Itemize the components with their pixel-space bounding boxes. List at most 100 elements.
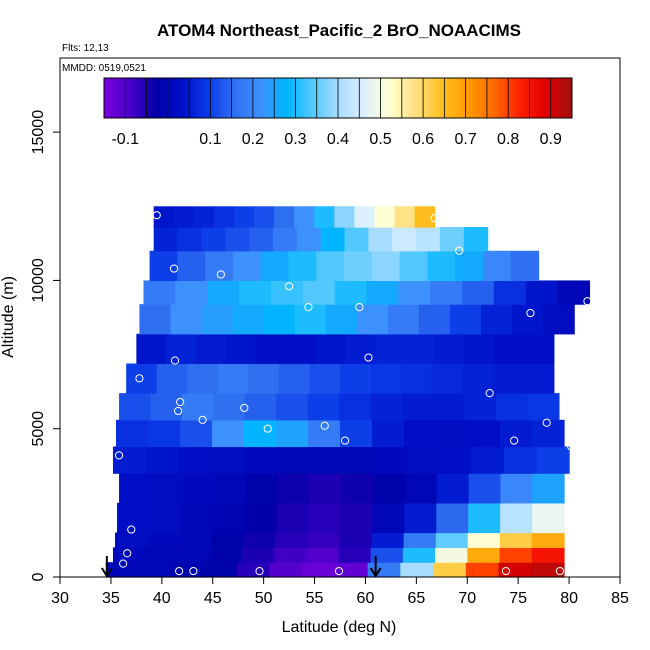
colorbar-segment bbox=[372, 78, 377, 118]
colorbar-segment bbox=[257, 78, 262, 118]
heatmap-cell bbox=[182, 473, 215, 504]
colorbar-segment bbox=[214, 78, 220, 118]
heatmap-cell bbox=[340, 419, 373, 448]
sample-point bbox=[174, 406, 183, 416]
heatmap-cell bbox=[468, 419, 501, 448]
heatmap-cell bbox=[278, 363, 311, 394]
heatmap-cell bbox=[270, 280, 304, 305]
colorbar-segment bbox=[184, 78, 190, 118]
sample-point bbox=[123, 549, 132, 558]
colorbar-segment bbox=[533, 78, 539, 118]
colorbar-segment bbox=[508, 78, 513, 118]
x-axis-label: Latitude (deg N) bbox=[282, 619, 397, 636]
colorbar-segment bbox=[112, 78, 118, 118]
sample-point bbox=[542, 418, 551, 427]
colorbar-segment bbox=[172, 78, 177, 118]
colorbar-segment bbox=[159, 78, 165, 118]
sample-point bbox=[127, 525, 136, 534]
colorbar-segment bbox=[265, 78, 271, 118]
colorbar-segment bbox=[342, 78, 347, 118]
colorbar-segment bbox=[465, 78, 471, 118]
heatmap-cell bbox=[532, 419, 565, 448]
heatmap-cell bbox=[536, 446, 570, 474]
heatmap-cell bbox=[392, 227, 417, 252]
colorbar-segment bbox=[129, 78, 135, 118]
heatmap-cell bbox=[244, 419, 277, 448]
dates-annotation: MMDD: 0519,0521 bbox=[62, 63, 146, 74]
colorbar-segment bbox=[520, 78, 526, 118]
colorbar-segment bbox=[482, 78, 488, 118]
heatmap-cell bbox=[263, 304, 296, 335]
heatmap-cell bbox=[308, 502, 342, 534]
heatmap-cell bbox=[525, 280, 559, 305]
colorbar-segment bbox=[227, 78, 233, 118]
heatmap-cell bbox=[254, 206, 275, 228]
heatmap-cell bbox=[405, 473, 438, 504]
heatmap-cell bbox=[403, 532, 437, 548]
heatmap-cell bbox=[181, 393, 214, 421]
colorbar-segment bbox=[397, 78, 403, 118]
colorbar-segment bbox=[350, 78, 356, 118]
heatmap-cell bbox=[249, 227, 274, 252]
heatmap-cell bbox=[177, 547, 211, 563]
heatmap-cell bbox=[288, 250, 317, 282]
heatmap-cell bbox=[372, 502, 405, 534]
colorbar-segment bbox=[435, 78, 441, 118]
heatmap-cell bbox=[370, 363, 402, 394]
colorbar-segment bbox=[210, 78, 216, 118]
colorbar-segment bbox=[546, 78, 552, 118]
heatmap-cell bbox=[275, 532, 309, 548]
heatmap-cell bbox=[401, 393, 434, 421]
heatmap-cell bbox=[296, 227, 322, 252]
sample-point bbox=[263, 424, 272, 433]
colorbar-segment bbox=[261, 78, 267, 118]
flights-annotation: Flts: 12,13 bbox=[62, 43, 109, 54]
y-axis-label: Altitude (m) bbox=[0, 276, 17, 358]
colorbar-segment bbox=[376, 78, 382, 118]
heatmap-cell bbox=[373, 473, 406, 504]
colorbar-segment bbox=[380, 78, 386, 118]
flight-arrows bbox=[100, 556, 382, 578]
heatmap-cell bbox=[225, 333, 257, 365]
colorbar-segment bbox=[550, 78, 556, 118]
x-tick-label: 50 bbox=[255, 590, 273, 607]
heatmap-cell bbox=[435, 547, 468, 563]
sample-point bbox=[152, 211, 161, 220]
colorbar-segment bbox=[240, 78, 245, 118]
heatmap-cell bbox=[498, 562, 532, 578]
heatmap-cell bbox=[404, 502, 437, 534]
x-tick-label: 30 bbox=[51, 590, 69, 607]
heatmap-cell bbox=[325, 304, 358, 335]
heatmap-cell bbox=[294, 206, 315, 228]
chart-title: ATOM4 Northeast_Pacific_2 BrO_NOAACIMS bbox=[157, 21, 521, 40]
plot-frame bbox=[59, 57, 621, 578]
y-tick-label: 10000 bbox=[30, 258, 47, 303]
colorbar-segment bbox=[189, 78, 194, 118]
heatmap-cell bbox=[400, 562, 434, 578]
heatmap-cell bbox=[302, 280, 336, 305]
colorbar-segment bbox=[469, 78, 475, 118]
heatmap-cell bbox=[275, 446, 310, 474]
heatmap-cell bbox=[373, 446, 407, 474]
heatmap-cell bbox=[356, 304, 389, 335]
sample-point bbox=[189, 566, 198, 576]
heatmap-cell bbox=[338, 393, 371, 421]
colorbar-segment bbox=[418, 78, 424, 118]
heatmap-cell bbox=[180, 502, 214, 534]
heatmap-cell bbox=[136, 333, 167, 365]
heatmap-cell bbox=[338, 547, 372, 563]
colorbar-frame bbox=[103, 77, 573, 119]
heatmap-cell bbox=[193, 206, 215, 228]
heatmap-cell bbox=[276, 419, 309, 448]
heatmap-cell bbox=[399, 250, 429, 282]
colorbar-segment bbox=[286, 78, 292, 118]
colorbar-segment bbox=[542, 78, 547, 118]
heatmap-layer bbox=[105, 206, 591, 578]
colorbar-segment bbox=[491, 78, 496, 118]
heatmap-cell bbox=[523, 363, 555, 394]
heatmap-cell bbox=[119, 473, 152, 504]
colorbar-segment bbox=[406, 78, 411, 118]
colorbar-tick-label: 0.2 bbox=[242, 131, 264, 148]
heatmap-cell bbox=[371, 250, 401, 282]
heatmap-cell bbox=[180, 419, 213, 448]
